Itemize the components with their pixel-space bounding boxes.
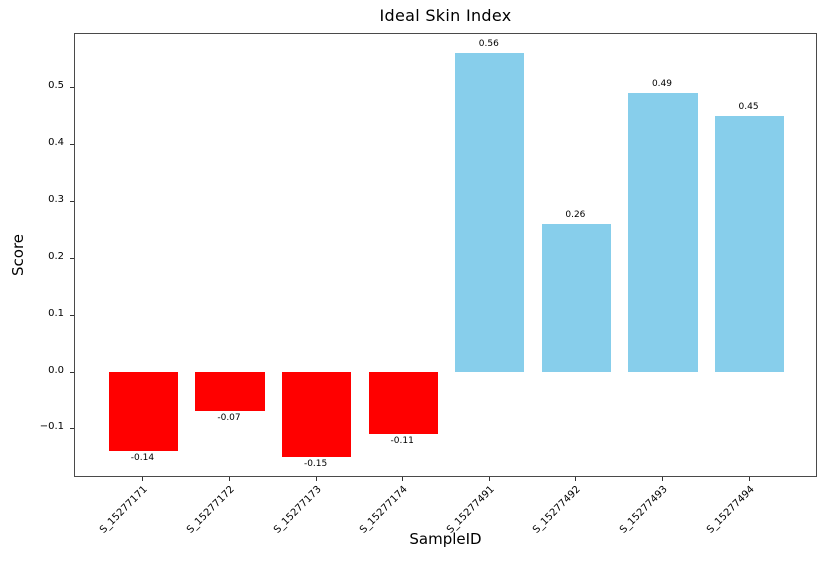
x-axis-label: SampleID (409, 530, 482, 548)
x-tick-mark (575, 477, 577, 481)
bar-S_15277492 (541, 223, 612, 372)
x-tick-mark (402, 477, 404, 481)
bar-value-label: -0.15 (303, 458, 328, 469)
y-tick-label: 0.0 (48, 364, 64, 376)
y-tick-label: 0.2 (48, 250, 64, 262)
x-tick-mark (229, 477, 230, 481)
y-tick-mark (70, 371, 74, 373)
y-tick-mark (70, 257, 74, 259)
bar-S_15277491 (455, 53, 525, 372)
x-tick-mark (748, 477, 750, 481)
y-tick-label: 0.3 (48, 193, 64, 205)
bar-value-label: 0.26 (565, 209, 586, 220)
y-tick-mark (70, 200, 74, 202)
x-tick-mark (661, 477, 663, 481)
bar-value-label: -0.11 (390, 436, 414, 447)
bar-value-label: 0.56 (478, 39, 499, 50)
y-tick-mark (70, 144, 74, 146)
y-tick-mark (70, 428, 74, 430)
y-tick-mark (70, 87, 74, 89)
x-tick-mark (142, 477, 144, 481)
y-tick-label: −0.1 (39, 421, 64, 433)
y-tick-mark (70, 314, 74, 316)
bar-S_15277173 (281, 371, 352, 457)
chart-title: Ideal Skin Index (379, 6, 512, 25)
plot-area (74, 33, 817, 477)
y-tick-label: 0.5 (48, 80, 64, 92)
bar-value-label: -0.14 (130, 453, 155, 464)
x-tick-mark (315, 477, 317, 481)
y-tick-label: 0.4 (48, 137, 64, 149)
bar-S_15277493 (628, 92, 698, 372)
y-tick-label: 0.1 (48, 307, 64, 319)
bar-value-label: 0.45 (738, 101, 759, 112)
bar-S_15277171 (108, 371, 179, 452)
bar-S_15277494 (714, 115, 785, 372)
bar-S_15277174 (368, 371, 438, 435)
x-tick-label-S_15277171: S_15277171 (98, 484, 151, 536)
bar-S_15277172 (195, 371, 265, 412)
bar-value-label: 0.49 (651, 78, 673, 89)
bar-value-label: -0.07 (217, 413, 241, 424)
x-tick-mark (488, 477, 490, 481)
